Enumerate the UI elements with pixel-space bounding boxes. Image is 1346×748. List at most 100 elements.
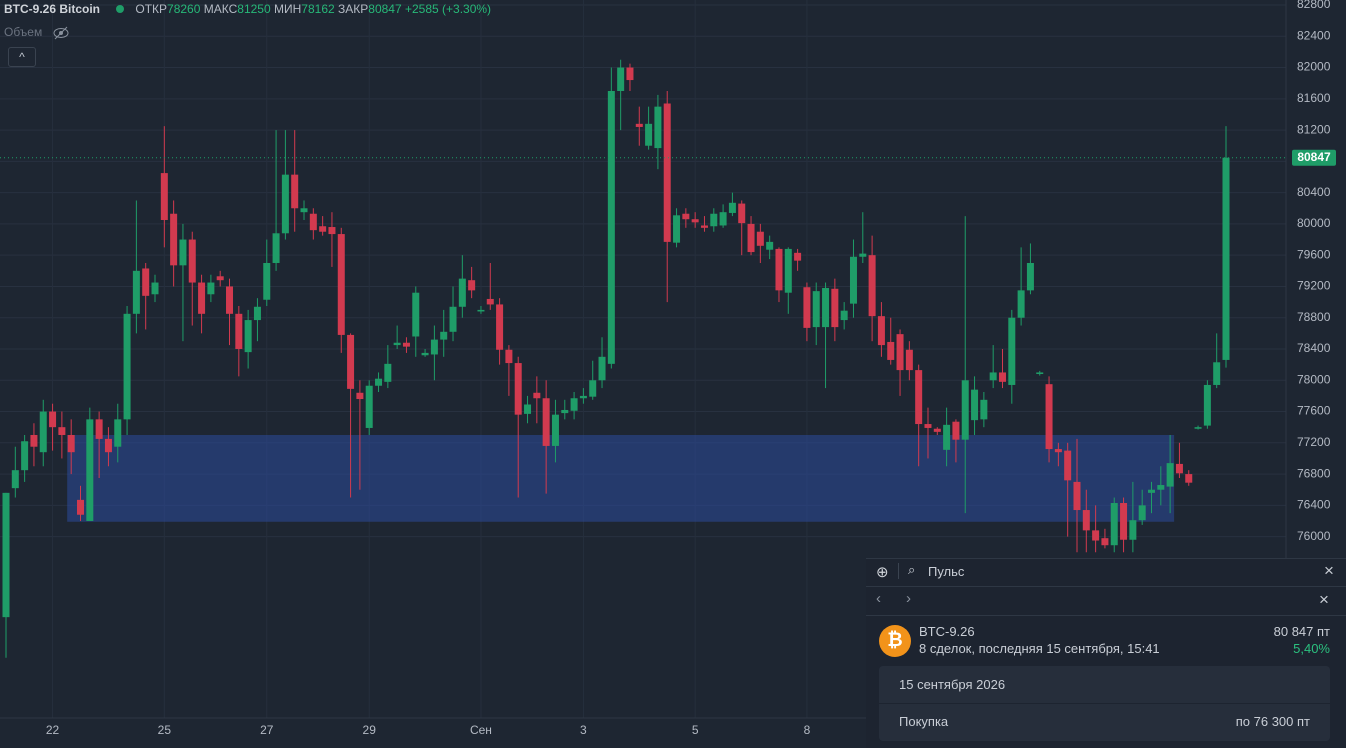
last-price-label: 80847 — [1297, 150, 1331, 164]
candle-body — [728, 202, 736, 213]
y-tick-label: 78800 — [1297, 310, 1331, 324]
y-tick-label: 82400 — [1297, 28, 1331, 42]
candle-body — [989, 372, 997, 381]
close-feed-button[interactable]: × — [1319, 590, 1329, 609]
candle-body — [67, 434, 75, 453]
candle-body — [226, 286, 234, 314]
volume-toggle[interactable]: Объем — [4, 25, 70, 40]
candle-body — [691, 219, 699, 223]
candle-body — [142, 268, 150, 296]
collapse-button[interactable]: ^ — [8, 47, 36, 67]
candle-body — [356, 392, 364, 400]
x-tick-label: 3 — [580, 723, 587, 737]
candle-body — [468, 280, 476, 291]
candle-body — [579, 395, 587, 399]
low-label: МИН — [274, 2, 302, 16]
y-tick-label: 78400 — [1297, 341, 1331, 355]
candle-body — [747, 223, 755, 253]
candle-body — [1185, 474, 1193, 483]
x-tick-label: 5 — [692, 723, 699, 737]
zone — [67, 434, 1175, 522]
candle-body — [309, 213, 317, 231]
add-button[interactable]: ⊕ — [876, 564, 889, 581]
candle-body — [272, 233, 280, 263]
candle-body — [300, 208, 308, 213]
trade-card[interactable]: 15 сентября 2026 Покупка по 76 300 пт — [879, 666, 1330, 741]
candle-body — [626, 67, 634, 81]
y-tick-label: 76400 — [1297, 498, 1331, 512]
separator — [898, 563, 899, 579]
candle-body — [803, 287, 811, 328]
candle-body — [86, 419, 94, 521]
candle-body — [589, 380, 597, 397]
candle-body — [719, 212, 727, 226]
trades-info: 8 сделок, последняя 15 сентября, 15:41 — [919, 641, 1160, 656]
search-input[interactable]: Пульс — [928, 564, 965, 579]
candle-body — [1026, 262, 1034, 291]
close-button[interactable]: × — [1324, 561, 1334, 580]
candle-body — [915, 370, 923, 425]
candle-body — [486, 298, 494, 305]
candle-body — [337, 234, 345, 335]
candle-body — [849, 256, 857, 304]
symbol: BTC-9.26 Bitcoin — [4, 2, 101, 16]
candle-body — [281, 174, 289, 234]
y-tick-label: 76000 — [1297, 529, 1331, 543]
open-label: ОТКР — [135, 2, 168, 16]
candle-body — [1054, 449, 1062, 453]
open-value: 78260 — [167, 2, 201, 16]
candle-body — [887, 341, 895, 360]
status-dot — [116, 5, 125, 13]
candle-body — [1045, 384, 1053, 450]
candle-body — [216, 276, 224, 281]
candle-body — [971, 389, 979, 421]
candle-body — [961, 380, 969, 440]
candle-body — [347, 334, 355, 389]
next-button[interactable]: › — [906, 590, 911, 607]
candle-body — [998, 372, 1006, 382]
divider — [879, 703, 1330, 704]
candle-body — [645, 123, 653, 146]
candle-body — [952, 421, 960, 440]
candle-body — [766, 241, 774, 250]
candle-body — [775, 248, 783, 291]
candle-body — [104, 438, 112, 453]
candle-body — [1073, 481, 1081, 511]
candle-body — [524, 404, 532, 414]
high-value: 81250 — [237, 2, 271, 16]
y-tick-label: 81200 — [1297, 122, 1331, 136]
trade-price: по 76 300 пт — [1235, 714, 1310, 729]
close-value: 80847 — [368, 2, 402, 16]
candle-body — [980, 399, 988, 420]
candle-body — [1194, 427, 1202, 429]
prev-button[interactable]: ‹ — [876, 590, 881, 607]
candle-body — [561, 409, 569, 414]
candle-body — [1110, 503, 1118, 546]
candle-body — [151, 282, 159, 295]
candle-body — [328, 227, 336, 235]
candle-body — [263, 262, 271, 300]
candle-body — [924, 424, 932, 428]
volume-label: Объем — [4, 25, 43, 39]
x-tick-label: 22 — [46, 723, 60, 737]
candle-body — [570, 398, 578, 411]
candle-body — [430, 339, 438, 355]
candle-body — [449, 306, 457, 332]
candle-body — [831, 288, 839, 328]
candle-body — [905, 349, 913, 371]
candle-body — [933, 428, 941, 432]
candle-body — [188, 239, 196, 283]
high-label: МАКС — [203, 2, 238, 16]
instrument[interactable]: BTC-9.26 — [919, 624, 975, 639]
divider — [866, 586, 1346, 587]
candle-body — [1101, 538, 1109, 546]
candle-body — [365, 385, 373, 428]
candle-body — [58, 427, 66, 435]
candle-body — [542, 398, 550, 446]
candle-body — [440, 331, 448, 340]
change: +2585 (+3.30%) — [404, 2, 492, 16]
candle-body — [1157, 485, 1165, 490]
candle-body — [39, 411, 47, 453]
candle-body — [1175, 463, 1183, 474]
